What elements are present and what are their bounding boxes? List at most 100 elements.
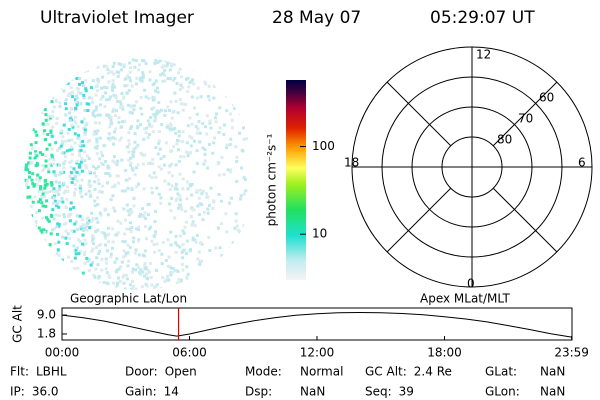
pixel bbox=[33, 156, 37, 160]
pixel bbox=[43, 71, 47, 75]
pixel bbox=[229, 168, 233, 172]
pixel bbox=[151, 162, 155, 166]
pixel bbox=[36, 58, 40, 62]
pixel bbox=[50, 115, 54, 119]
pixel bbox=[82, 93, 86, 97]
pixel bbox=[162, 64, 166, 68]
pixel bbox=[62, 162, 66, 166]
field-value: NaN bbox=[540, 385, 565, 399]
pixel bbox=[167, 171, 171, 175]
pixel bbox=[197, 250, 201, 254]
pixel bbox=[33, 115, 37, 119]
pixel bbox=[26, 123, 30, 127]
pixel bbox=[116, 174, 120, 178]
pixel bbox=[50, 268, 54, 272]
pixel bbox=[112, 107, 116, 111]
pixel bbox=[216, 271, 220, 275]
pixel bbox=[111, 240, 115, 244]
pixel bbox=[24, 283, 28, 287]
pixel bbox=[38, 110, 41, 114]
pixel bbox=[154, 175, 158, 179]
pixel bbox=[62, 67, 66, 71]
pixel bbox=[89, 86, 93, 90]
pixel bbox=[134, 82, 138, 86]
pixel bbox=[152, 113, 156, 117]
pixel bbox=[174, 250, 178, 254]
pixel bbox=[198, 131, 202, 135]
pixel bbox=[73, 141, 77, 145]
pixel bbox=[27, 111, 31, 115]
pixel bbox=[94, 121, 97, 125]
pixel bbox=[169, 230, 173, 234]
pixel bbox=[129, 230, 133, 233]
pixel bbox=[182, 102, 186, 106]
pixel bbox=[28, 171, 31, 174]
pixel bbox=[108, 174, 112, 178]
pixel bbox=[88, 139, 91, 143]
pixel bbox=[32, 287, 36, 290]
pixel bbox=[107, 232, 111, 236]
pixel bbox=[129, 66, 132, 70]
pixel bbox=[49, 130, 53, 134]
pixel bbox=[41, 245, 45, 248]
pixel bbox=[174, 131, 178, 135]
pixel bbox=[166, 238, 170, 241]
pixel bbox=[164, 58, 167, 62]
pixel bbox=[69, 177, 73, 181]
pixel bbox=[111, 159, 115, 163]
field-label: Gain: bbox=[125, 385, 157, 399]
field-label: Mode: bbox=[245, 365, 282, 379]
pixel bbox=[71, 90, 75, 94]
pixel bbox=[180, 208, 184, 212]
pixel bbox=[131, 240, 135, 244]
pixel bbox=[25, 117, 29, 120]
pixel bbox=[181, 268, 185, 272]
pixel bbox=[112, 61, 116, 65]
pixel bbox=[47, 219, 51, 223]
pixel bbox=[111, 136, 115, 140]
pixel bbox=[236, 278, 240, 282]
pixel bbox=[107, 113, 111, 117]
pixel bbox=[203, 159, 207, 163]
pixel bbox=[29, 204, 33, 208]
pixel bbox=[133, 65, 137, 69]
pixel bbox=[73, 174, 77, 178]
pixel bbox=[44, 118, 48, 122]
pixel bbox=[29, 58, 32, 62]
pixel bbox=[70, 138, 74, 142]
pixel bbox=[80, 59, 84, 63]
pixel bbox=[227, 66, 231, 70]
pixel bbox=[143, 217, 147, 220]
pixel bbox=[154, 230, 157, 234]
pixel bbox=[35, 183, 39, 187]
pixel bbox=[28, 102, 32, 106]
pixel bbox=[83, 128, 87, 132]
pixel bbox=[37, 190, 41, 193]
pixel bbox=[175, 187, 179, 191]
pixel bbox=[163, 179, 167, 183]
pixel bbox=[188, 81, 192, 85]
pixel bbox=[85, 59, 89, 62]
pixel bbox=[36, 272, 40, 276]
pixel bbox=[31, 172, 35, 176]
pixel bbox=[56, 273, 60, 277]
pixel bbox=[53, 256, 57, 260]
pixel bbox=[169, 273, 173, 277]
pixel bbox=[69, 165, 73, 169]
pixel bbox=[96, 220, 100, 224]
pixel bbox=[48, 79, 51, 83]
pixel bbox=[67, 71, 71, 75]
pixel bbox=[245, 137, 248, 141]
pixel bbox=[84, 166, 88, 170]
pixel bbox=[34, 183, 38, 187]
pixel bbox=[55, 116, 59, 120]
pixel bbox=[27, 161, 31, 165]
pixel bbox=[202, 162, 206, 166]
pixel bbox=[196, 127, 200, 131]
pixel bbox=[37, 200, 41, 204]
colorbar bbox=[286, 80, 306, 280]
pixel bbox=[42, 250, 46, 254]
pixel bbox=[155, 109, 159, 113]
pixel bbox=[48, 143, 52, 147]
pixel bbox=[83, 261, 87, 265]
